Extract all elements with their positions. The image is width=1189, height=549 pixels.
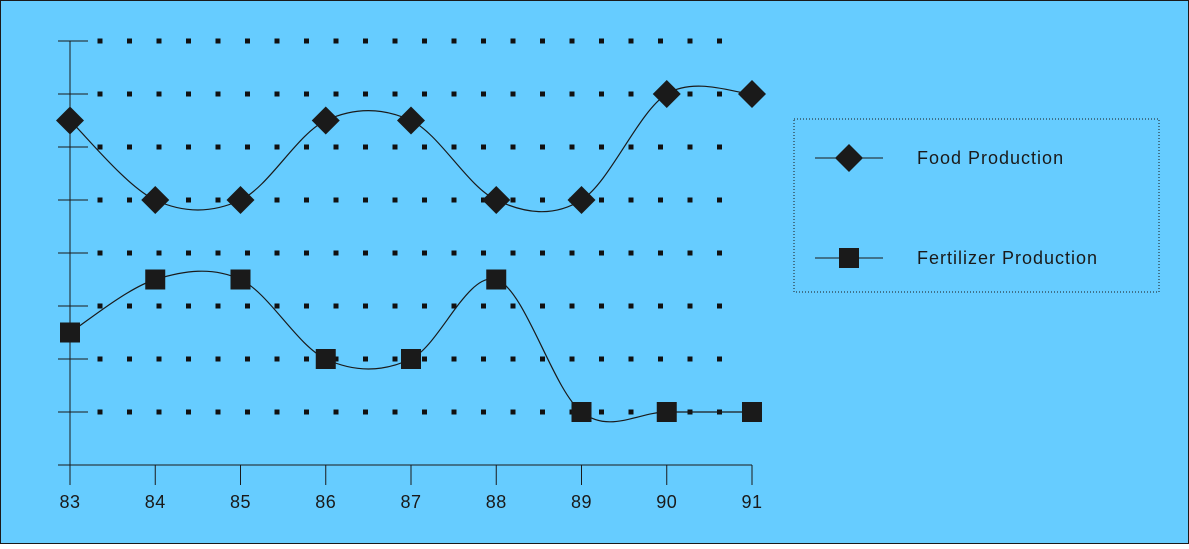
gridline: [97, 356, 722, 362]
data-point: [397, 106, 425, 135]
legend-marker: [839, 248, 859, 268]
x-tick-label: 86: [315, 492, 336, 512]
gridline: [97, 303, 722, 309]
legend: Food Production Fertilizer Production: [793, 118, 1160, 293]
x-tick-label: 83: [59, 492, 80, 512]
data-point: [656, 402, 677, 422]
data-point: [482, 186, 511, 214]
legend-item: Food Production: [815, 144, 1064, 172]
data-point: [652, 80, 681, 108]
x-tick-label: 89: [571, 492, 592, 512]
x-tick-label: 84: [145, 492, 166, 512]
data-point: [571, 402, 592, 422]
gridline: [97, 250, 722, 256]
gridline: [97, 38, 722, 44]
data-point: [56, 106, 84, 135]
legend-marker: [835, 144, 863, 172]
data-point: [145, 269, 166, 290]
x-tick-label: 87: [400, 492, 421, 512]
x-tick-label: 91: [741, 492, 762, 512]
series-1: [56, 80, 766, 214]
legend-box: [793, 118, 1160, 293]
axes: 83 84 85 86 87 88 89 90 91: [58, 40, 762, 512]
grid: [97, 38, 722, 415]
legend-label: Fertilizer Production: [917, 248, 1098, 268]
data-point: [141, 186, 170, 214]
series: [56, 80, 766, 423]
data-point: [401, 349, 421, 369]
gridline: [97, 144, 722, 150]
data-point: [486, 269, 507, 290]
x-tick-label: 90: [656, 492, 677, 512]
data-point: [315, 349, 336, 369]
data-point: [226, 186, 255, 214]
data-point: [230, 269, 251, 290]
data-point: [567, 186, 596, 214]
data-point: [60, 322, 80, 343]
legend-label: Food Production: [917, 148, 1064, 168]
x-tick-label: 85: [230, 492, 251, 512]
data-point: [311, 106, 340, 135]
x-tick-label: 88: [486, 492, 507, 512]
data-point: [738, 80, 766, 108]
data-point: [742, 402, 762, 422]
legend-item: Fertilizer Production: [815, 248, 1098, 268]
series-2: [60, 269, 762, 423]
